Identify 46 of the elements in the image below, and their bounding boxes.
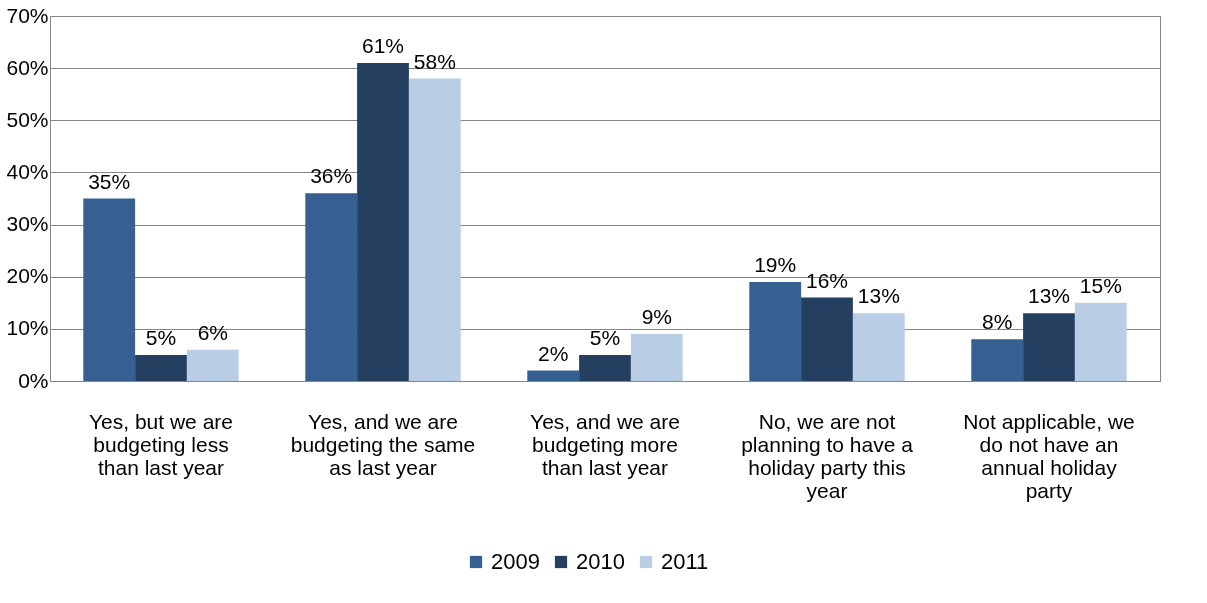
bar (801, 297, 853, 381)
legend-label: 2011 (661, 549, 709, 574)
bar (408, 78, 461, 381)
bar (1074, 302, 1127, 381)
bar (135, 354, 187, 381)
y-tick-label: 30% (6, 212, 49, 236)
bar (527, 370, 580, 381)
bar (630, 334, 683, 381)
bar (186, 349, 239, 381)
data-label: 13% (857, 284, 900, 308)
bar (305, 193, 358, 381)
x-tick-label: Yes, and we are budgeting the same as last year (290, 409, 476, 479)
data-label: 13% (1027, 284, 1071, 308)
bar (749, 281, 802, 381)
y-tick-label: 10% (6, 316, 49, 340)
y-tick-label: 40% (6, 159, 49, 183)
legend-label: 2009 (491, 549, 540, 574)
bar (579, 354, 631, 381)
data-label: 9% (641, 305, 672, 329)
y-tick-label: 50% (6, 107, 49, 131)
x-tick-label: Not applicable, we do not have an annual holiday party (963, 409, 1135, 502)
data-label: 5% (589, 325, 621, 349)
bar (357, 62, 409, 381)
data-label: 58% (413, 49, 456, 73)
y-tick-label: 0% (18, 368, 49, 392)
data-label: 61% (361, 33, 405, 57)
data-label: 15% (1079, 273, 1122, 297)
x-tick-label: Yes, and we are budgeting more than last year (530, 409, 680, 479)
bar (1023, 313, 1075, 381)
y-tick-label: 60% (6, 55, 49, 79)
data-label: 16% (805, 268, 849, 292)
data-label: 35% (88, 169, 131, 193)
data-label: 8% (982, 310, 1013, 334)
bar (971, 339, 1024, 381)
legend-label: 2010 (576, 549, 625, 574)
y-tick-label: 70% (6, 3, 49, 27)
x-tick-label: Yes, but we are budgeting less than last year (89, 409, 233, 479)
bar (83, 198, 136, 381)
y-tick-label: 20% (6, 264, 49, 288)
data-label: 36% (310, 164, 353, 188)
data-label: 19% (754, 252, 797, 276)
data-label: 6% (197, 320, 228, 344)
x-tick-label: No, we are not planning to have a holiday party this year (741, 409, 914, 502)
data-label: 2% (538, 341, 569, 365)
data-label: 5% (145, 325, 177, 349)
bar (852, 313, 905, 381)
